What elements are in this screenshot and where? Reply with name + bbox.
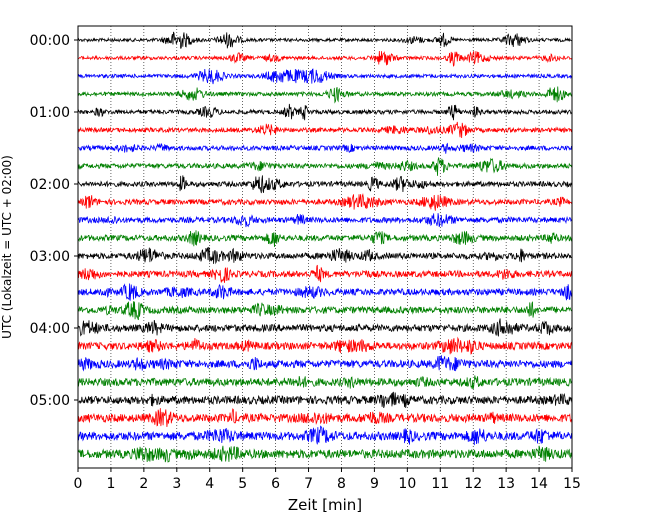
seismic-trace (77, 283, 573, 301)
x-tick-label: 4 (205, 476, 214, 492)
seismic-trace (77, 103, 573, 121)
x-tick-label: 5 (238, 476, 247, 492)
seismic-trace (77, 336, 573, 355)
x-tick-label: 7 (304, 476, 313, 492)
x-tick-label: 14 (530, 476, 548, 492)
seismic-trace (77, 51, 573, 67)
seismic-trace (77, 121, 573, 139)
seismic-trace (77, 425, 573, 446)
seismic-trace (77, 175, 573, 194)
seismic-trace (77, 375, 573, 390)
x-tick-label: 13 (497, 476, 515, 492)
x-tick-label: 1 (106, 476, 115, 492)
x-tick-label: 12 (464, 476, 482, 492)
seismic-trace (77, 86, 573, 104)
seismic-trace (77, 391, 573, 409)
y-tick-label: 04:00 (30, 321, 70, 337)
x-tick-label: 8 (337, 476, 346, 492)
seismic-trace (77, 31, 573, 49)
x-axis-ticks: 0 1 2 3 4 5 6 7 8 9 10 11 12 13 14 15 (74, 468, 581, 492)
y-axis-ticks: 00:00 01:00 02:00 03:00 04:00 05:00 (30, 33, 78, 409)
y-tick-label: 03:00 (30, 249, 70, 265)
x-tick-label: 2 (139, 476, 148, 492)
seismic-trace (77, 318, 573, 337)
seismic-trace (77, 213, 573, 228)
x-tick-label: 3 (172, 476, 181, 492)
x-tick-label: 11 (431, 476, 449, 492)
seismic-trace (77, 157, 573, 176)
x-tick-label: 10 (398, 476, 416, 492)
seismic-trace (77, 445, 573, 463)
seismic-trace (77, 230, 573, 248)
seismic-trace (77, 301, 573, 321)
seismic-traces (77, 31, 573, 463)
y-tick-label: 02:00 (30, 177, 70, 193)
x-tick-label: 15 (563, 476, 581, 492)
seismic-trace (77, 192, 573, 211)
y-axis-label: UTC (Lokalzeit = UTC + 02:00) (0, 155, 14, 339)
plot-frame (77, 25, 573, 469)
x-tick-label: 6 (271, 476, 280, 492)
seismic-trace (77, 68, 573, 85)
y-tick-label: 05:00 (30, 393, 70, 409)
seismic-trace (77, 355, 573, 372)
seismic-trace (77, 246, 573, 265)
x-tick-label: 9 (370, 476, 379, 492)
seismic-trace (77, 264, 573, 283)
y-tick-label: 00:00 (30, 33, 70, 49)
seismic-trace (77, 408, 573, 428)
x-tick-label: 0 (74, 476, 83, 492)
x-axis-label: Zeit [min] (288, 496, 362, 514)
seismic-trace (77, 142, 573, 154)
y-tick-label: 01:00 (30, 105, 70, 121)
